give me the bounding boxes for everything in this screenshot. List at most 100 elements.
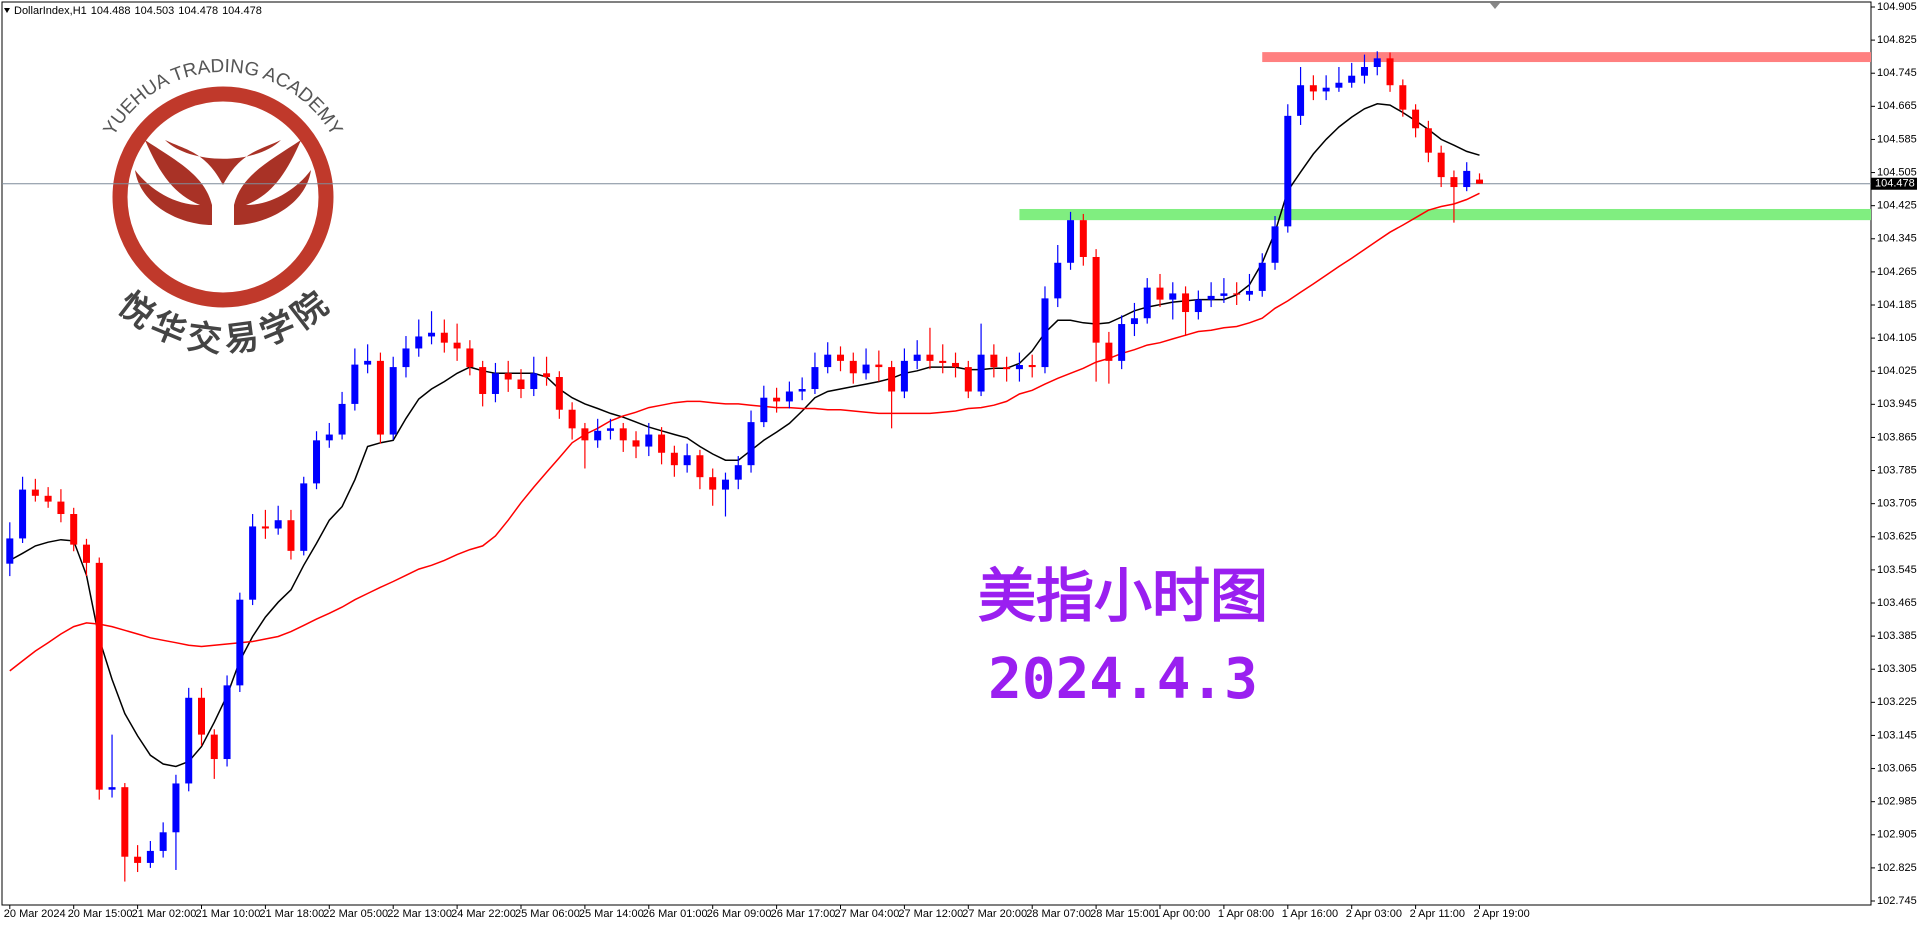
x-tick-label: 1 Apr 00:00 xyxy=(1154,908,1210,920)
candle-body xyxy=(172,783,180,833)
y-tick-label: 103.465 xyxy=(1877,597,1917,609)
level-zone xyxy=(1262,52,1871,63)
candle-body xyxy=(696,455,704,478)
annotation: 美指小时图 xyxy=(978,562,1268,630)
logo-ring xyxy=(112,86,334,308)
candle-body xyxy=(428,332,436,337)
x-tick-label: 27 Mar 04:00 xyxy=(835,908,900,920)
candle-body xyxy=(146,850,154,863)
candle-body xyxy=(952,362,960,368)
candle-body xyxy=(82,544,90,563)
candle-body xyxy=(811,367,819,390)
candle-body xyxy=(1284,115,1292,227)
candle-body xyxy=(1297,85,1305,116)
y-tick-label: 104.425 xyxy=(1877,200,1917,212)
moving-average xyxy=(9,192,1480,672)
candle-body xyxy=(1373,58,1381,68)
candle-body xyxy=(1437,152,1445,178)
x-tick-label: 20 Mar 2024 xyxy=(4,908,66,920)
chart-header: DollarIndex,H1 104.488 104.503 104.478 1… xyxy=(14,5,262,17)
candle-body xyxy=(888,367,896,392)
y-tick-label: 104.745 xyxy=(1877,67,1917,79)
candle-body xyxy=(785,391,793,402)
candle-body xyxy=(1130,318,1138,325)
candle-body xyxy=(1003,367,1011,370)
x-tick-label: 2 Apr 19:00 xyxy=(1474,908,1530,920)
x-tick-label: 26 Mar 09:00 xyxy=(707,908,772,920)
candle-body xyxy=(1399,85,1407,110)
candle-body xyxy=(504,373,512,380)
x-tick-label: 22 Mar 13:00 xyxy=(387,908,452,920)
candle-body xyxy=(1067,220,1075,263)
y-tick-label: 103.545 xyxy=(1877,564,1917,576)
candle-body xyxy=(555,377,563,410)
candle-body xyxy=(1245,290,1253,295)
candle-body xyxy=(1424,128,1432,153)
candle-body xyxy=(1220,293,1228,296)
symbol-label: DollarIndex,H1 xyxy=(14,5,87,17)
candle-body xyxy=(479,367,487,394)
logo-leaf-left xyxy=(135,140,212,285)
ohlc-low: 104.478 xyxy=(178,5,219,17)
candle-body xyxy=(824,354,832,368)
candle-body xyxy=(1322,87,1330,92)
y-tick-label: 104.345 xyxy=(1877,233,1917,245)
moving-average xyxy=(9,103,1480,768)
candle-body xyxy=(402,348,410,368)
candle-body xyxy=(517,379,525,390)
menu-arrow[interactable] xyxy=(4,8,10,13)
candle-body xyxy=(734,465,742,480)
candle-body xyxy=(466,348,474,368)
y-tick-label: 104.665 xyxy=(1877,100,1917,112)
x-tick-label: 1 Apr 08:00 xyxy=(1218,908,1274,920)
candle-body xyxy=(990,354,998,368)
y-tick-label: 102.745 xyxy=(1877,895,1917,907)
candle-body xyxy=(338,403,346,435)
candle-body xyxy=(31,489,39,496)
current-price-label: 104.478 xyxy=(1875,178,1915,190)
y-tick-label: 103.225 xyxy=(1877,696,1917,708)
candle-body xyxy=(939,360,947,363)
candle-body xyxy=(57,501,65,515)
candle-body xyxy=(1348,75,1356,83)
candle-body xyxy=(619,428,627,441)
y-tick-label: 103.385 xyxy=(1877,630,1917,642)
current-price-tag xyxy=(1871,177,1917,190)
candle-body xyxy=(658,434,666,453)
candle-body xyxy=(1118,324,1126,361)
candle-body xyxy=(913,354,921,361)
y-tick-label: 102.985 xyxy=(1877,796,1917,808)
y-tick-label: 103.945 xyxy=(1877,398,1917,410)
candle-body xyxy=(415,336,423,349)
candle-body xyxy=(70,514,78,545)
candle-body xyxy=(760,397,768,423)
candle-body xyxy=(364,360,372,365)
candle-body xyxy=(773,397,781,402)
x-tick-label: 26 Mar 01:00 xyxy=(643,908,708,920)
candle-body xyxy=(1054,262,1062,299)
candle-body xyxy=(249,526,257,600)
candle-body xyxy=(1079,220,1087,257)
candle-body xyxy=(325,434,333,441)
ohlc-close: 104.478 xyxy=(222,5,262,17)
candle-body xyxy=(1271,226,1279,263)
logo-crown xyxy=(165,140,281,185)
candle-body xyxy=(1169,293,1177,300)
candle-body xyxy=(1194,299,1202,313)
candle-body xyxy=(1233,293,1241,295)
y-tick-label: 103.625 xyxy=(1877,531,1917,543)
candle-body xyxy=(159,832,167,851)
x-tick-label: 26 Mar 17:00 xyxy=(771,908,836,920)
candle-body xyxy=(287,520,295,551)
candle-body xyxy=(1476,179,1483,184)
candle-body xyxy=(977,354,985,392)
candle-body xyxy=(491,373,499,394)
candle-body xyxy=(1156,287,1164,300)
candle-body xyxy=(261,526,269,529)
candle-body xyxy=(530,373,538,390)
candle-body xyxy=(236,599,244,686)
y-tick-label: 104.585 xyxy=(1877,133,1917,145)
candle-body xyxy=(709,477,717,490)
